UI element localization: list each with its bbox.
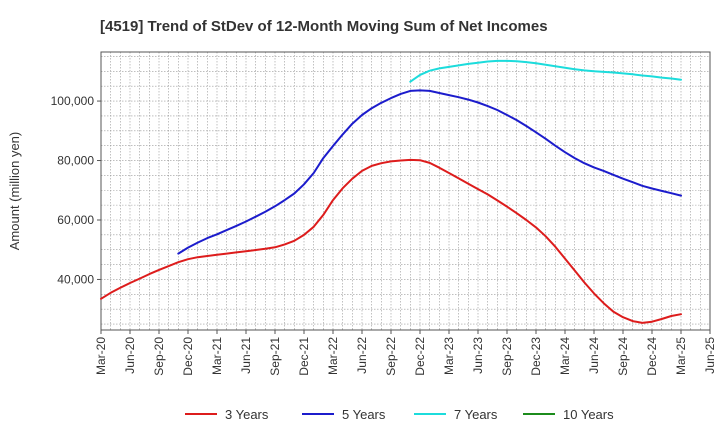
x-tick-label: Sep-23 bbox=[500, 337, 514, 376]
series-lines bbox=[100, 59, 682, 324]
series-line-5-years bbox=[177, 89, 682, 255]
x-tick-label: Sep-24 bbox=[616, 337, 630, 376]
y-axis-title: Amount (million yen) bbox=[7, 132, 22, 251]
x-tick-label: Sep-22 bbox=[384, 337, 398, 376]
series-line-7-years bbox=[409, 59, 682, 83]
x-tick-label: Dec-22 bbox=[413, 337, 427, 376]
x-tick-label: Dec-21 bbox=[297, 337, 311, 376]
x-tick-label: Dec-23 bbox=[529, 337, 543, 376]
x-tick-label: Jun-21 bbox=[239, 337, 253, 374]
x-tick-label: Sep-21 bbox=[268, 337, 282, 376]
x-tick-label: Dec-24 bbox=[645, 337, 659, 376]
x-tick-label: Mar-21 bbox=[210, 337, 224, 375]
series-line-3-years bbox=[100, 158, 682, 324]
y-tick-label: 100,000 bbox=[51, 94, 95, 108]
chart-title: [4519] Trend of StDev of 12-Month Moving… bbox=[100, 18, 548, 35]
y-tick-label: 40,000 bbox=[57, 272, 94, 286]
legend-label: 7 Years bbox=[454, 407, 498, 422]
legend-label: 5 Years bbox=[342, 407, 386, 422]
x-tick-label: Mar-25 bbox=[674, 337, 688, 375]
y-axis-ticks: 40,000 60,000 80,000 100,000 bbox=[51, 94, 101, 286]
legend: 3 Years 5 Years 7 Years 10 Years bbox=[185, 407, 614, 422]
x-axis-ticks: Mar-20 Jun-20 Sep-20 Dec-20 Mar-21 Jun-21 Sep-… bbox=[94, 330, 717, 376]
x-tick-label: Jun-24 bbox=[587, 337, 601, 374]
x-tick-label: Mar-23 bbox=[442, 337, 456, 375]
x-tick-label: Sep-20 bbox=[152, 337, 166, 376]
x-tick-label: Mar-24 bbox=[558, 337, 572, 375]
gridlines bbox=[100, 52, 711, 330]
x-tick-label: Mar-20 bbox=[94, 337, 108, 375]
x-tick-label: Jun-22 bbox=[355, 337, 369, 374]
y-tick-label: 80,000 bbox=[57, 154, 94, 168]
legend-label: 3 Years bbox=[225, 407, 269, 422]
x-tick-label: Jun-23 bbox=[471, 337, 485, 374]
x-tick-label: Jun-20 bbox=[123, 337, 137, 374]
legend-label: 10 Years bbox=[563, 407, 614, 422]
x-tick-label: Dec-20 bbox=[181, 337, 195, 376]
x-tick-label: Mar-22 bbox=[326, 337, 340, 375]
plot-area bbox=[100, 51, 711, 331]
y-tick-label: 60,000 bbox=[57, 213, 94, 227]
x-tick-label: Jun-25 bbox=[703, 337, 717, 374]
